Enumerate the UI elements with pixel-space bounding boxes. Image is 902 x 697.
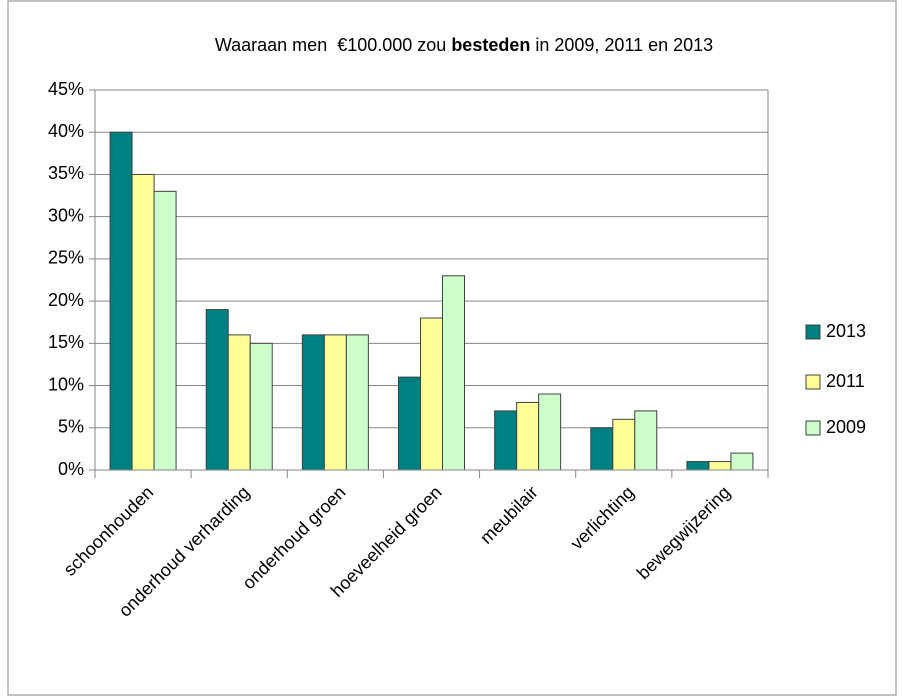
bar xyxy=(708,461,732,471)
bar xyxy=(612,418,636,471)
y-tick-label: 40% xyxy=(48,121,84,141)
legend-label: 2009 xyxy=(826,417,866,437)
legend-swatch xyxy=(805,324,821,340)
bar xyxy=(420,317,443,471)
y-tick-label: 35% xyxy=(48,163,84,183)
bar xyxy=(398,376,421,471)
title-bold: besteden xyxy=(451,35,530,55)
bar xyxy=(109,131,133,471)
y-tick-label: 5% xyxy=(58,417,84,437)
title-part: in 2009, 2011 en 2013 xyxy=(530,35,713,55)
bar xyxy=(323,334,347,471)
y-tick-label: 15% xyxy=(48,332,84,352)
y-tick-label: 10% xyxy=(48,374,84,394)
bar xyxy=(301,334,325,471)
bar xyxy=(516,401,540,471)
y-tick-label: 0% xyxy=(58,459,84,479)
bar xyxy=(227,334,251,471)
bar xyxy=(205,309,229,471)
title-part: Waaraan men €100.000 zou xyxy=(215,35,452,55)
legend-label: 2011 xyxy=(826,371,865,391)
bar xyxy=(730,452,754,471)
bar xyxy=(494,410,518,471)
bar xyxy=(634,410,658,471)
y-tick-label: 30% xyxy=(48,205,84,225)
bar xyxy=(131,173,155,471)
legend-label: 2013 xyxy=(826,321,866,341)
bar xyxy=(345,334,369,471)
bar xyxy=(538,393,562,471)
chart-title: Waaraan men €100.000 zou besteden in 200… xyxy=(215,35,713,55)
bar xyxy=(590,427,614,471)
bar xyxy=(153,190,177,471)
y-tick-label: 25% xyxy=(48,248,84,268)
legend-swatch xyxy=(805,374,821,390)
bar xyxy=(442,275,465,471)
y-tick-label: 45% xyxy=(48,79,84,99)
bar xyxy=(686,461,710,471)
legend-swatch xyxy=(805,420,821,436)
y-tick-label: 20% xyxy=(48,290,84,310)
bar xyxy=(249,342,273,471)
